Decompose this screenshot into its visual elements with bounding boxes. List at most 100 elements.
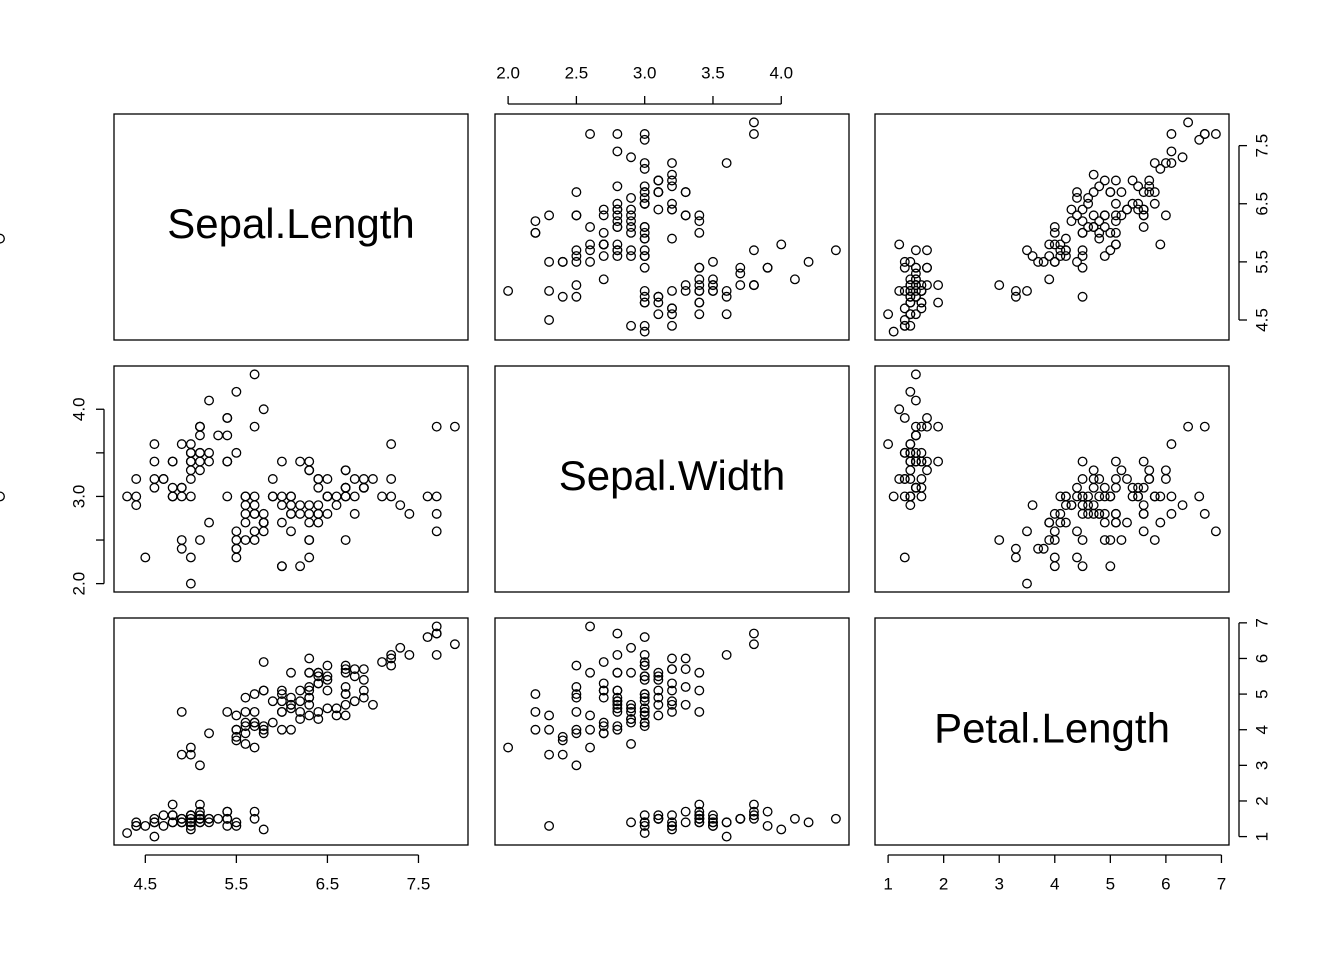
point [404,649,415,660]
point [431,649,442,660]
point [313,678,324,689]
point [612,649,623,660]
point [349,671,360,682]
point [1138,456,1149,467]
point [322,685,333,696]
point [721,285,732,296]
point [249,717,260,728]
point [213,813,224,824]
point [340,482,351,493]
x-tick-label: 7 [1217,874,1226,893]
point [304,517,315,528]
point [680,682,691,692]
point [249,526,260,537]
point [1127,175,1138,186]
point [1072,526,1082,537]
point [431,421,442,432]
point [1110,474,1121,484]
point [1133,198,1144,209]
point [240,739,251,749]
point [571,724,582,735]
point [340,689,351,700]
point [883,439,894,450]
point [304,508,315,519]
point [1049,227,1060,238]
point [395,500,406,511]
point [905,500,916,511]
point [295,500,306,511]
point [626,222,636,232]
point [1066,216,1077,227]
x-tick-label: 5 [1106,874,1115,893]
point [1105,227,1116,238]
point [1116,187,1127,198]
point [667,664,677,675]
point [585,667,596,678]
point [626,703,636,714]
point [694,210,705,221]
point [639,710,650,721]
point [267,491,278,502]
point [612,198,623,209]
point [667,824,677,835]
point [1055,239,1066,250]
point [258,685,269,696]
point [899,474,910,484]
point [340,682,351,692]
point [331,703,342,714]
point [1010,552,1021,563]
point [1099,210,1110,221]
point [1138,500,1149,511]
point [1027,251,1038,262]
point [149,474,160,484]
point [667,653,677,664]
point [240,491,251,502]
x-tick-label: 1 [883,874,892,893]
point [304,699,315,710]
point [905,474,916,484]
point [899,413,910,423]
point [544,285,555,296]
point [598,657,609,667]
point [612,699,623,710]
point [1072,482,1082,493]
point [331,500,342,511]
point [680,806,691,817]
point [204,817,215,828]
point [195,760,205,771]
point [639,245,650,256]
point [598,251,609,262]
point [176,491,187,502]
point [598,274,609,285]
point [1049,239,1060,250]
point [1110,227,1121,238]
point [639,689,650,700]
point [530,216,541,227]
point [131,491,142,502]
point [222,430,233,441]
point [708,820,718,831]
point [667,706,677,717]
point [222,491,233,502]
point [195,430,205,441]
point [708,256,718,267]
point [899,491,910,502]
point [639,820,650,831]
point [612,696,623,707]
point [286,699,296,710]
point [1110,456,1121,467]
point [349,491,360,502]
point [910,268,921,279]
point [258,526,269,537]
point [358,685,369,696]
point [231,817,242,828]
point [667,158,677,169]
point [304,682,315,692]
point [735,280,746,291]
y-tick-label: 7 [1252,618,1271,627]
point [639,233,650,244]
point [585,742,596,753]
point [267,696,278,707]
point [295,456,306,467]
